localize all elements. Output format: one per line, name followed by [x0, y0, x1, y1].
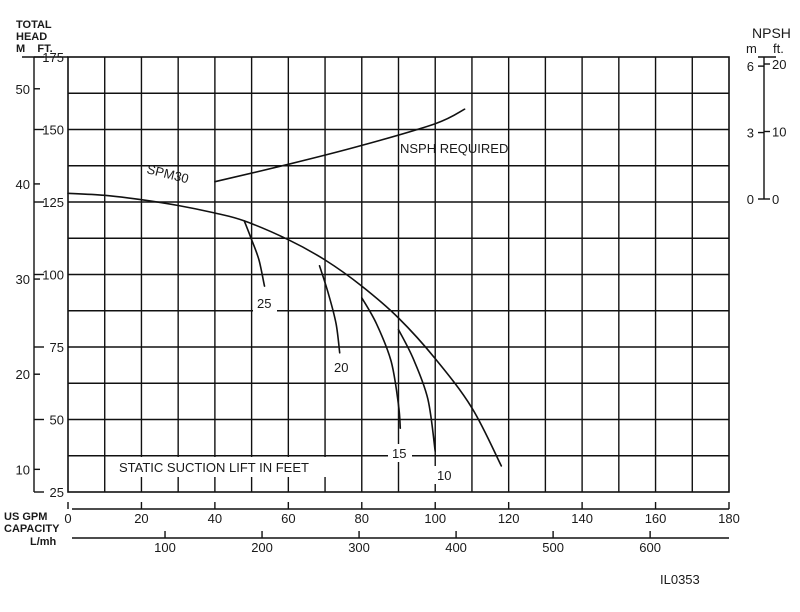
x-tick-label-gpm: 120 [498, 511, 520, 526]
x-tick-label-lmh: 400 [445, 540, 467, 555]
npsh-ft-label: ft. [773, 41, 784, 56]
y-axis-title-units: M FT. [16, 43, 53, 55]
chart-curves [67, 108, 503, 467]
x-tick-label-gpm: 160 [645, 511, 667, 526]
x-tick-label-lmh: 200 [251, 540, 273, 555]
x-tick-label-gpm: 0 [64, 511, 71, 526]
npsh-tick-label-m: 3 [747, 126, 754, 141]
suction-lift-label-15: 15 [388, 444, 412, 462]
y-tick-label-m: 10 [16, 462, 30, 477]
curve-nsph-required [214, 108, 466, 183]
npsh-tick-label-ft: 0 [772, 192, 779, 207]
suction-lift-label-10: 10 [434, 466, 458, 484]
static-suction-label: STATIC SUCTION LIFT IN FEET [119, 460, 309, 475]
npsh-m-label: m [746, 41, 757, 56]
x-tick-label-lmh: 600 [639, 540, 661, 555]
svg-text:10: 10 [437, 468, 451, 483]
x-tick-label-gpm: 140 [571, 511, 593, 526]
svg-text:20: 20 [334, 360, 348, 375]
x-tick-label-lmh: 100 [154, 540, 176, 555]
svg-text:15: 15 [392, 446, 406, 461]
y-tick-label-m: 50 [16, 82, 30, 97]
x-axis-title-lmh: L/mh [30, 536, 57, 548]
nsph-required-label: NSPH REQUIRED [400, 141, 508, 156]
npsh-tick-label-ft: 10 [772, 125, 786, 140]
y-tick-label-ft: 100 [42, 268, 64, 283]
y-tick-label-ft: 175 [42, 50, 64, 65]
chart-grid [67, 56, 730, 493]
svg-text:25: 25 [257, 296, 271, 311]
figure-id: IL0353 [660, 572, 700, 587]
x-tick-label-gpm: 20 [134, 511, 148, 526]
y-axis-title-line2: HEAD [16, 31, 47, 43]
curve-25 [243, 220, 266, 287]
npsh-title: NPSH [752, 25, 791, 41]
x-axis-title-usgpm: US GPM [4, 511, 47, 523]
curve-15 [361, 296, 402, 429]
static-label-bg [114, 457, 332, 477]
curve-spm30 [67, 192, 503, 467]
x-tick-label-gpm: 180 [718, 511, 740, 526]
x-axis-title-capacity: CAPACITY [4, 523, 60, 535]
y-tick-label-m: 40 [16, 177, 30, 192]
curve-20 [318, 265, 341, 354]
x-tick-label-lmh: 500 [542, 540, 564, 555]
x-tick-label-gpm: 80 [355, 511, 369, 526]
y-tick-label-ft: 150 [42, 123, 64, 138]
x-tick-label-lmh: 300 [348, 540, 370, 555]
curve-10 [397, 328, 436, 453]
x-tick-label-gpm: 60 [281, 511, 295, 526]
y-tick-label-ft: 25 [50, 485, 64, 500]
npsh-tick-label-ft: 20 [772, 57, 786, 72]
x-tick-label-gpm: 100 [424, 511, 446, 526]
y-tick-label-m: 30 [16, 272, 30, 287]
y-tick-label-ft: 50 [50, 413, 64, 428]
suction-lift-label-25: 25 [253, 295, 277, 313]
npsh-tick-label-m: 0 [747, 192, 754, 207]
x-tick-label-gpm: 40 [208, 511, 222, 526]
suction-lift-label-20: 20 [331, 358, 355, 376]
y-tick-label-m: 20 [16, 367, 30, 382]
y-tick-label-ft: 75 [50, 340, 64, 355]
y-tick-label-ft: 125 [42, 195, 64, 210]
y-axis-title-line1: TOTAL [16, 19, 52, 31]
npsh-tick-label-m: 6 [747, 59, 754, 74]
